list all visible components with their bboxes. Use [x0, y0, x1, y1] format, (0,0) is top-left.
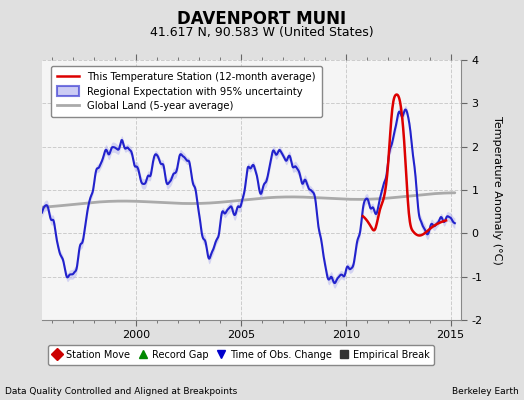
Text: DAVENPORT MUNI: DAVENPORT MUNI	[178, 10, 346, 28]
Y-axis label: Temperature Anomaly (°C): Temperature Anomaly (°C)	[492, 116, 502, 264]
Legend: This Temperature Station (12-month average), Regional Expectation with 95% uncer: This Temperature Station (12-month avera…	[51, 66, 322, 117]
Legend: Station Move, Record Gap, Time of Obs. Change, Empirical Break: Station Move, Record Gap, Time of Obs. C…	[48, 346, 434, 365]
Text: Berkeley Earth: Berkeley Earth	[452, 387, 519, 396]
Text: Data Quality Controlled and Aligned at Breakpoints: Data Quality Controlled and Aligned at B…	[5, 387, 237, 396]
Text: 41.617 N, 90.583 W (United States): 41.617 N, 90.583 W (United States)	[150, 26, 374, 39]
